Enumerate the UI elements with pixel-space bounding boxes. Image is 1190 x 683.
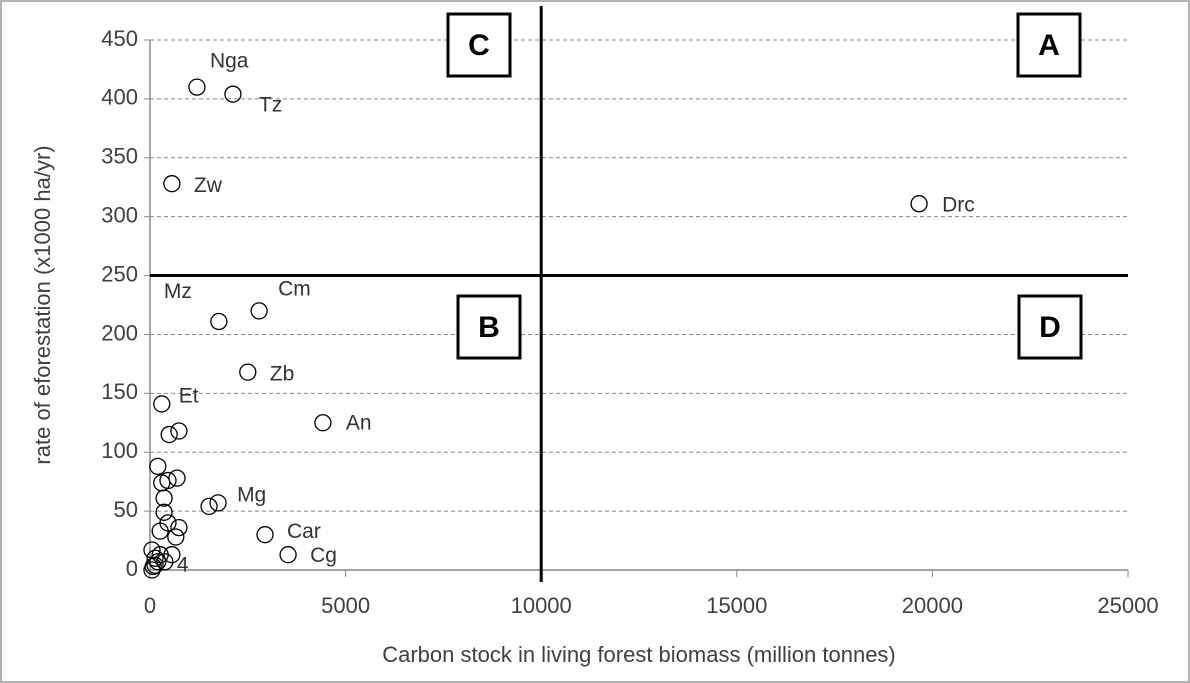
scatter-point bbox=[168, 469, 186, 487]
x-tick-label: 20000 bbox=[902, 593, 963, 618]
point-label: Mg bbox=[237, 483, 266, 506]
scatter-point bbox=[200, 497, 218, 516]
scatter-point bbox=[160, 425, 178, 444]
point-label: 4 bbox=[177, 553, 189, 576]
point-label: Zb bbox=[270, 363, 295, 386]
quadrant-label: D bbox=[1039, 311, 1061, 344]
y-tick-label: 400 bbox=[101, 85, 138, 110]
scatter-point bbox=[146, 549, 164, 567]
scatter-point bbox=[314, 414, 332, 432]
scatter-point bbox=[250, 302, 268, 320]
y-tick-label: 100 bbox=[101, 438, 138, 463]
scatter-point bbox=[163, 175, 181, 193]
scatter-point bbox=[224, 85, 242, 103]
scatter-point bbox=[279, 546, 297, 564]
scatter-point bbox=[167, 528, 185, 546]
quadrant-box bbox=[456, 294, 522, 360]
scatter-point bbox=[188, 78, 206, 96]
scatter-point bbox=[163, 546, 181, 564]
scatter-point bbox=[143, 561, 161, 579]
scatter-point bbox=[170, 518, 188, 537]
scatter-point bbox=[153, 395, 171, 413]
quadrant-box bbox=[1017, 294, 1083, 360]
y-tick-label: 300 bbox=[101, 202, 138, 227]
quadrant-label: A bbox=[1038, 29, 1060, 62]
point-label: Nga bbox=[210, 50, 249, 73]
scatter-point bbox=[910, 195, 928, 213]
y-tick-label: 250 bbox=[101, 261, 138, 286]
point-label: An bbox=[346, 411, 372, 434]
y-tick-label: 0 bbox=[126, 556, 138, 581]
y-tick-label: 150 bbox=[101, 379, 138, 404]
y-tick-label: 200 bbox=[101, 320, 138, 345]
y-tick-label: 350 bbox=[101, 144, 138, 169]
y-tick-label: 50 bbox=[114, 497, 138, 522]
point-label: Cg bbox=[310, 544, 337, 567]
x-tick-label: 0 bbox=[144, 593, 156, 618]
quadrant-label: C bbox=[468, 29, 490, 62]
y-tick-label: 450 bbox=[101, 26, 138, 51]
x-tick-label: 5000 bbox=[321, 593, 370, 618]
point-label: Zw bbox=[194, 174, 223, 197]
scatter-point bbox=[210, 312, 228, 331]
x-tick-label: 25000 bbox=[1097, 593, 1158, 618]
x-tick-label: 10000 bbox=[511, 593, 572, 618]
point-label: Drc bbox=[942, 193, 975, 216]
quadrant-label: B bbox=[478, 311, 500, 344]
scatter-point bbox=[155, 489, 173, 507]
scatter-point bbox=[209, 494, 227, 512]
quadrant-box bbox=[446, 12, 512, 78]
scatter-point bbox=[156, 553, 174, 571]
point-label: Et bbox=[179, 384, 199, 407]
scatter-point bbox=[146, 556, 164, 574]
point-label: Tz bbox=[259, 94, 282, 117]
scatter-point bbox=[256, 526, 274, 544]
point-label: Cm bbox=[278, 277, 311, 300]
point-label: Car bbox=[287, 520, 321, 543]
y-axis-title: rate of eforestation (x1000 ha/yr) bbox=[30, 145, 55, 464]
scatter-point bbox=[149, 457, 167, 476]
scatter-point bbox=[159, 471, 177, 490]
scatter-point bbox=[155, 503, 173, 521]
x-axis-title: Carbon stock in living forest biomass (m… bbox=[382, 642, 896, 667]
scatter-point bbox=[239, 363, 257, 381]
quadrant-box bbox=[1016, 12, 1082, 78]
point-label: Mz bbox=[164, 280, 192, 303]
x-tick-label: 15000 bbox=[706, 593, 767, 618]
scatter-point bbox=[170, 422, 188, 440]
scatter-point bbox=[151, 522, 169, 540]
